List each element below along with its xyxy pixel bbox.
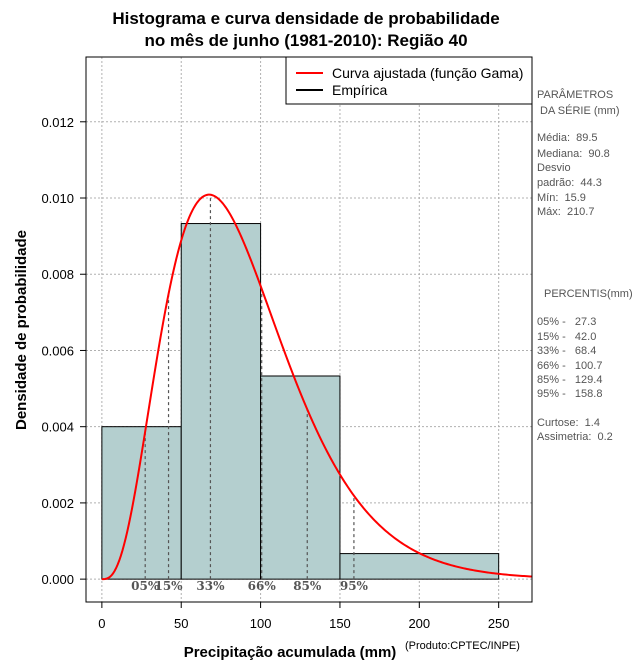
legend: Curva ajustada (função Gama) Empírica	[285, 56, 533, 105]
percentil-05: 05% - 27.3	[537, 316, 597, 328]
stat-curtose: Curtose: 1.4	[537, 417, 600, 429]
y-tick-label: 0.012	[41, 115, 74, 130]
percentile-label-66%: 66%	[248, 579, 277, 593]
legend-label-empirica: Empírica	[332, 82, 387, 98]
percentile-label-95%: 95%	[340, 579, 369, 593]
gamma-curve	[101, 193, 533, 581]
y-tick-label: 0.006	[41, 343, 74, 358]
x-tick-label: 50	[174, 616, 188, 631]
product-credit: (Produto:CPTEC/INPE)	[405, 640, 520, 652]
stat-desvio-1: Desvio	[537, 162, 571, 174]
chart-title-line-2: no mês de junho (1981-2010): Região 40	[144, 31, 467, 50]
percentile-label-15%: 15%	[154, 579, 183, 593]
x-tick-label: 200	[408, 616, 430, 631]
histogram-bar-1	[180, 223, 262, 580]
percentile-label-85%: 85%	[293, 579, 322, 593]
y-axis-title: Densidade de probabilidade	[13, 230, 30, 430]
stat-media: Média: 89.5	[537, 132, 598, 144]
y-tick-label: 0.002	[41, 496, 74, 511]
chart-title-line-1: Histograma e curva densidade de probabil…	[112, 9, 499, 28]
y-tick-label: 0.008	[41, 267, 74, 282]
histogram-bar-2	[260, 375, 341, 580]
x-tick-label: 150	[329, 616, 351, 631]
histogram-bars	[101, 223, 500, 580]
y-tick-label: 0.004	[41, 420, 74, 435]
percentil-15: 15% - 42.0	[537, 331, 597, 343]
percentile-label-05%: 05%	[131, 579, 160, 593]
legend-label-gamma: Curva ajustada (função Gama)	[332, 65, 523, 81]
params-title-1: PARÂMETROS	[537, 89, 614, 101]
y-axis: 0.000 0.002 0.004 0.006 0.008 0.010 0.012	[41, 115, 86, 587]
histogram-bar-3	[339, 553, 500, 580]
x-axis-title: Precipitação acumulada (mm)	[184, 644, 397, 660]
y-tick-label: 0.010	[41, 191, 74, 206]
stat-desvio-2: padrão: 44.3	[537, 177, 602, 189]
stat-assimetria: Assimetria: 0.2	[537, 431, 613, 443]
params-title-2: DA SÉRIE (mm)	[537, 105, 620, 117]
x-axis: 0 50 100 150 200 250	[98, 602, 510, 631]
percentil-85: 85% - 129.4	[537, 374, 603, 386]
stat-min: Mín: 15.9	[537, 192, 586, 204]
percentil-33: 33% - 68.4	[537, 345, 597, 357]
percentil-95: 95% - 158.8	[537, 388, 603, 400]
percentile-label-33%: 33%	[196, 579, 225, 593]
x-tick-label: 250	[488, 616, 510, 631]
percentis-title: PERCENTIS(mm)	[544, 288, 633, 300]
x-tick-label: 100	[250, 616, 272, 631]
stat-mediana: Mediana: 90.8	[537, 148, 610, 160]
x-tick-label: 0	[98, 616, 105, 631]
percentile-markers: 05%15% 33% 66% 85% 95%	[131, 194, 369, 593]
stat-max: Máx: 210.7	[537, 206, 595, 218]
percentil-66: 66% - 100.7	[537, 360, 603, 372]
y-tick-label: 0.000	[41, 572, 74, 587]
legend-box	[285, 56, 533, 105]
